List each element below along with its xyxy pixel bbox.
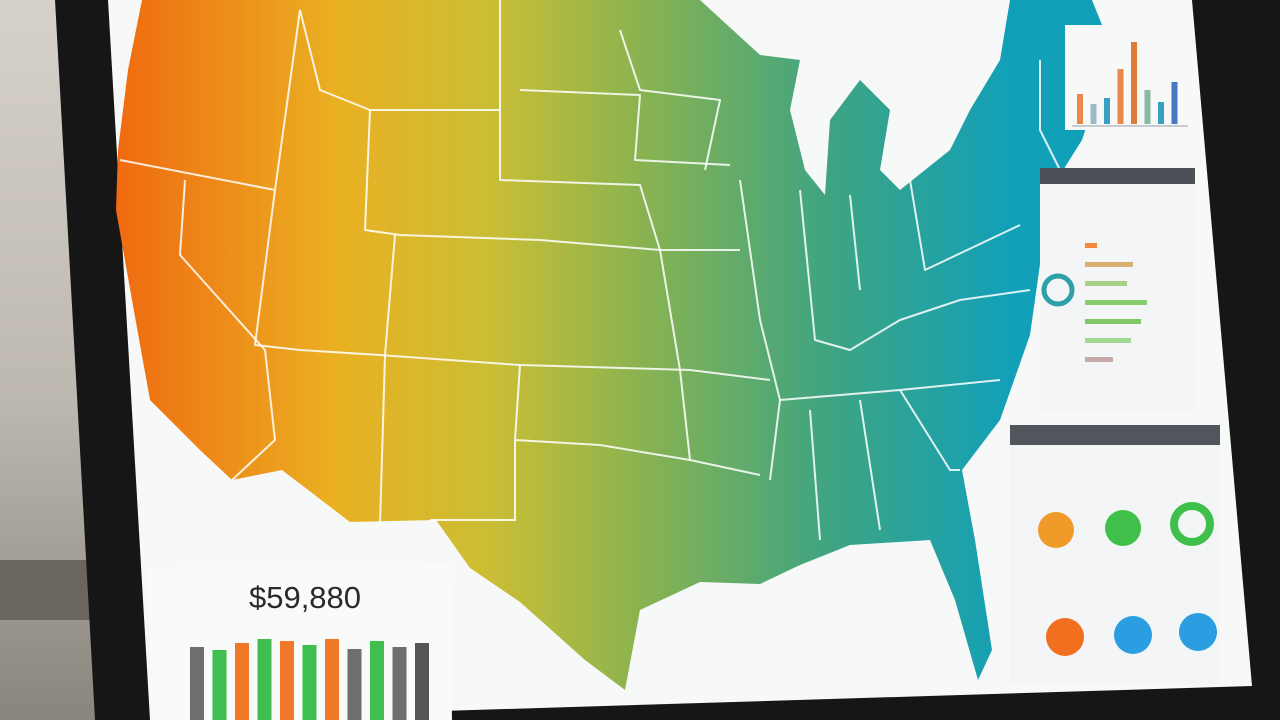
- bar: [1085, 319, 1141, 324]
- bar: [1085, 300, 1147, 305]
- side-panel-icon: [1041, 273, 1075, 307]
- donut: [1114, 616, 1152, 654]
- donut: [1105, 510, 1141, 546]
- bottom-chart: [190, 639, 429, 720]
- map-land: [116, 0, 1112, 690]
- bar: [1085, 357, 1113, 362]
- bar: [1085, 281, 1127, 286]
- kpi-value: $59,880: [249, 580, 361, 615]
- donut-icons: [1038, 502, 1217, 656]
- side-bar-chart: [1085, 243, 1147, 362]
- bar: [1117, 69, 1124, 124]
- us-map: [116, 0, 1112, 690]
- bar: [1090, 104, 1097, 124]
- side-panel: [1040, 168, 1195, 410]
- donut: [1038, 512, 1074, 548]
- bar: [1085, 338, 1131, 343]
- bar: [1131, 42, 1137, 124]
- donut: [1046, 618, 1084, 656]
- bar: [415, 643, 429, 720]
- top-chart: [1077, 42, 1178, 124]
- bar: [257, 639, 272, 720]
- bar: [212, 650, 227, 720]
- bar: [325, 639, 339, 720]
- bar: [302, 645, 317, 720]
- great-lakes: [700, 0, 1010, 195]
- bar: [235, 643, 249, 720]
- bar: [370, 641, 384, 720]
- bar: [1144, 90, 1151, 124]
- bar: [190, 647, 204, 720]
- bar: [1085, 243, 1097, 248]
- bar: [392, 647, 407, 720]
- side-panel-header: [1040, 168, 1195, 184]
- state-borders: [119, 0, 1061, 541]
- bar: [1171, 82, 1178, 124]
- bar: [1085, 262, 1133, 267]
- kpi-panel-header: [1010, 425, 1220, 445]
- bar: [1104, 98, 1110, 124]
- bar: [280, 641, 294, 720]
- donut: [1170, 502, 1214, 546]
- bar: [1077, 94, 1083, 124]
- bar: [347, 649, 362, 720]
- top-chart-panel: [1065, 25, 1190, 130]
- donut: [1179, 613, 1217, 651]
- bar: [1158, 102, 1164, 124]
